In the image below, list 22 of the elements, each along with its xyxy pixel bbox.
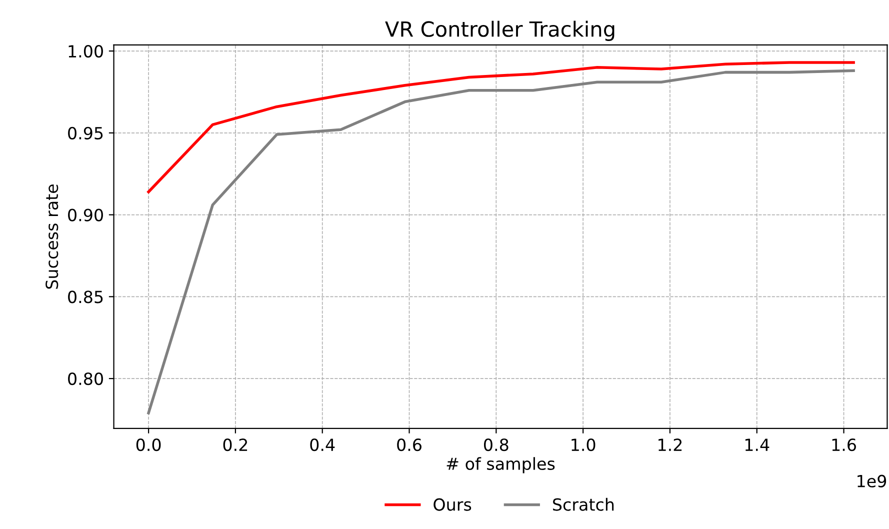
x-tick-label: 0.4 — [310, 438, 335, 452]
line-series — [147, 61, 855, 194]
text: 1e9 — [858, 474, 886, 488]
x-tick-label: 1.4 — [745, 438, 770, 451]
line-series — [147, 69, 855, 414]
legend-label: Scratch — [553, 498, 614, 511]
x-tick-label: 1.2 — [658, 438, 682, 451]
x-tick-label: 0.8 — [484, 438, 508, 452]
x-tick-label: 0.0 — [136, 438, 161, 452]
chart-title: VR Controller Tracking — [385, 20, 614, 41]
x-tick-label: 0.6 — [397, 438, 422, 452]
y-tick-label: 0.90 — [68, 208, 103, 222]
y-axis-title: Success rate — [46, 184, 58, 289]
y-tick-label: 0.95 — [68, 126, 103, 140]
x-tick-label: 1.6 — [832, 438, 856, 452]
x-axis-title: # of samples — [446, 457, 555, 474]
y-tick-label: 1.00 — [68, 44, 103, 58]
y-tick-label: 0.80 — [68, 372, 103, 386]
x-tick-label: 1.0 — [572, 438, 596, 452]
x-tick-label: 0.2 — [223, 438, 248, 452]
y-tick-label: 0.85 — [68, 290, 103, 304]
legend-label: Ours — [434, 498, 472, 511]
